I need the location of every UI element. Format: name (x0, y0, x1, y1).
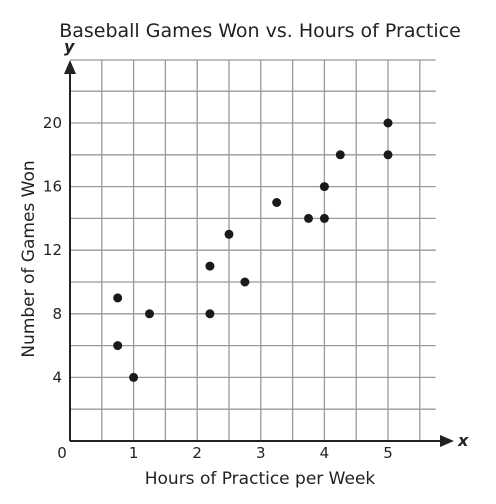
data-point (224, 229, 234, 239)
x-tick-label: 3 (256, 444, 266, 462)
y-tick-label: 16 (43, 178, 62, 196)
data-point (272, 198, 282, 207)
data-point (240, 277, 250, 287)
data-point (383, 118, 393, 128)
x-tick-label: 1 (129, 444, 139, 462)
x-tick-label: 0 (57, 444, 67, 462)
y-axis-letter: y (64, 37, 75, 56)
data-point (205, 261, 215, 271)
data-point (335, 150, 345, 160)
x-tick-label: 4 (320, 444, 330, 462)
data-point (113, 293, 123, 303)
data-point (205, 309, 215, 319)
y-tick-label: 8 (52, 305, 62, 323)
x-tick-label: 2 (192, 444, 202, 462)
data-point (304, 213, 313, 223)
x-axis-arrow (440, 435, 454, 447)
chart-title: Baseball Games Won vs. Hours of Practice (59, 20, 461, 42)
x-axis-label: Hours of Practice per Week (145, 469, 376, 489)
x-axis-letter: x (457, 431, 469, 450)
data-point (319, 213, 329, 223)
data-point (383, 150, 393, 160)
x-tick-label: 5 (383, 444, 393, 462)
axes: x y (64, 37, 469, 450)
data-point (145, 309, 154, 319)
data-point (113, 341, 123, 351)
y-tick-label: 20 (43, 114, 62, 132)
data-point (129, 372, 139, 382)
y-tick-label: 12 (43, 241, 62, 259)
y-tick-label: 4 (52, 368, 62, 386)
grid (70, 59, 436, 441)
data-points (113, 118, 393, 382)
y-axis-arrow (64, 60, 76, 74)
data-point (319, 182, 329, 192)
y-axis-label: Number of Games Won (19, 160, 39, 357)
